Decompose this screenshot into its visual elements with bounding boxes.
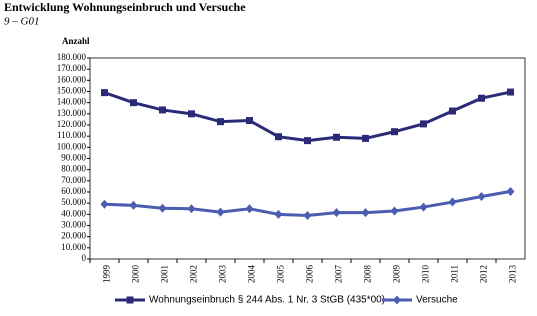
x-tick-label: 1999 — [102, 265, 112, 284]
point — [246, 117, 253, 125]
point — [477, 191, 486, 201]
y-tick-label: 20.000 — [61, 231, 86, 241]
point — [448, 197, 457, 207]
y-tick-label: 40.000 — [61, 208, 86, 218]
x-tick-label: 2011 — [450, 265, 460, 283]
point — [188, 110, 195, 118]
x-tick-label: 2013 — [508, 265, 518, 284]
point — [332, 208, 341, 218]
point — [275, 133, 282, 141]
y-tick-label: 50.000 — [61, 197, 86, 207]
legend-marker — [126, 296, 134, 304]
legend-label: Wohnungseinbruch § 244 Abs. 1 Nr. 3 StGB… — [149, 295, 385, 306]
point — [419, 202, 428, 212]
x-tick-label: 2010 — [421, 265, 431, 284]
point — [217, 118, 224, 126]
x-tick-label: 2006 — [305, 265, 315, 284]
x-tick-label: 2005 — [276, 265, 286, 284]
point — [100, 199, 109, 209]
x-tick-label: 2000 — [131, 265, 141, 284]
point — [478, 94, 485, 102]
y-tick-label: 60.000 — [61, 186, 86, 196]
y-tick-label: 90.000 — [61, 153, 86, 163]
point — [362, 134, 369, 142]
x-tick-label: 2007 — [334, 265, 344, 284]
y-tick-label: 70.000 — [61, 175, 86, 185]
point — [129, 200, 138, 210]
y-tick-label: 30.000 — [61, 220, 86, 230]
point — [216, 207, 225, 217]
point — [304, 137, 311, 145]
point — [361, 208, 370, 218]
x-tick-label: 2003 — [218, 265, 228, 284]
y-tick-label: 100.000 — [57, 141, 87, 151]
point — [159, 106, 166, 114]
point — [274, 209, 283, 219]
point — [187, 204, 196, 214]
series-line — [104, 90, 511, 143]
chart-title: Entwicklung Wohnungseinbruch und Versuch… — [4, 0, 246, 14]
y-tick-label: 180.000 — [57, 52, 87, 62]
y-tick-label: 0 — [82, 253, 87, 263]
point — [449, 107, 456, 115]
y-tick-label: 160.000 — [57, 74, 87, 84]
point — [130, 99, 137, 107]
y-tick-label: 140.000 — [57, 97, 87, 107]
legend-marker — [393, 295, 401, 305]
x-tick-label: 2008 — [363, 265, 373, 284]
y-tick-label: 10.000 — [61, 242, 86, 252]
point — [390, 206, 399, 216]
chart-subtitle: 9 – G01 — [4, 16, 39, 28]
y-tick-label: 120.000 — [57, 119, 87, 129]
point — [101, 89, 108, 97]
y-axis-label: Anzahl — [62, 36, 90, 46]
legend-label: Versuche — [416, 295, 458, 306]
point — [303, 210, 312, 220]
point — [158, 203, 167, 213]
plot-frame — [89, 57, 526, 260]
point — [506, 186, 515, 196]
y-tick-label: 150.000 — [57, 86, 87, 96]
point — [507, 88, 514, 96]
point — [333, 133, 340, 141]
x-tick-label: 2001 — [160, 265, 170, 283]
point — [245, 204, 254, 214]
y-tick-label: 110.000 — [57, 130, 86, 140]
point — [420, 120, 427, 128]
x-tick-label: 2012 — [479, 265, 489, 283]
point — [391, 128, 398, 136]
x-tick-label: 2004 — [247, 265, 257, 284]
y-tick-label: 130.000 — [57, 108, 87, 118]
x-tick-label: 2009 — [392, 265, 402, 284]
x-tick-label: 2002 — [189, 265, 199, 283]
y-tick-label: 170.000 — [57, 63, 87, 73]
y-tick-label: 80.000 — [61, 164, 86, 174]
